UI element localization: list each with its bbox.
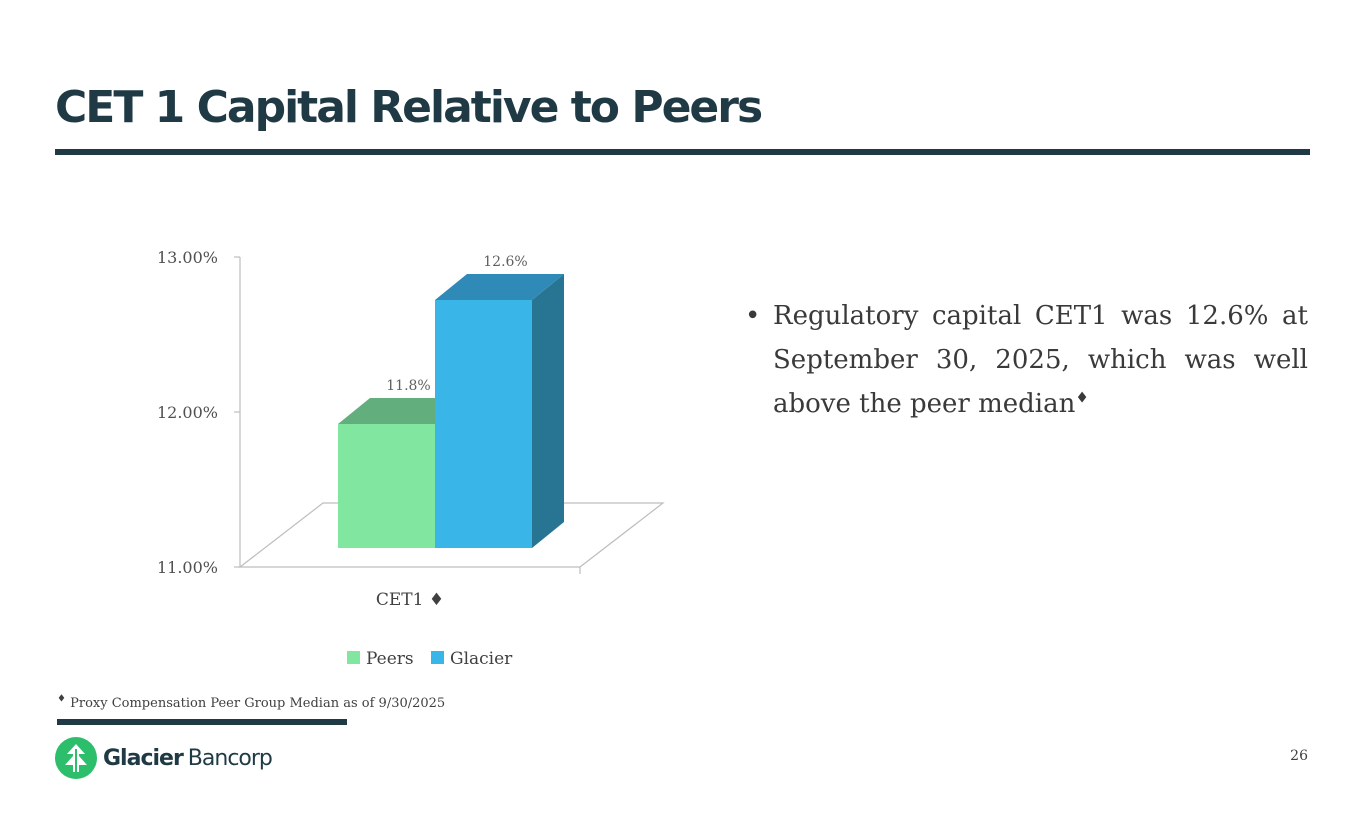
glacier-tree-icon: [55, 737, 97, 779]
y-tick-label: 11.00%: [157, 558, 218, 577]
bar-top-glacier: [435, 274, 564, 300]
data-label-glacier: 12.6%: [483, 254, 527, 270]
y-tick-label: 12.00%: [157, 403, 218, 422]
legend-swatch-peers: [347, 651, 360, 664]
y-tick-label: 13.00%: [157, 248, 218, 267]
page-number: 26: [1290, 748, 1308, 764]
title-divider: [55, 149, 1310, 155]
bar-top-peers: [338, 398, 467, 424]
legend-label-glacier: Glacier: [450, 649, 513, 669]
company-logo: Glacier Bancorp: [55, 737, 273, 779]
footnote-text: Proxy Compensation Peer Group Median as …: [70, 696, 446, 711]
logo-word-glacier: Glacier: [103, 745, 184, 771]
bullet-point: • Regulatory capital CET1 was 12.6% at S…: [745, 294, 1308, 426]
logo-word-bancorp: Bancorp: [187, 745, 273, 771]
cet1-bar-chart: 11.00% 12.00% 13.00% 11.8% 12.6% CET1 ♦ Peers G…: [157, 248, 665, 669]
x-category-label: CET1 ♦: [376, 590, 444, 610]
bullet-dot-icon: •: [745, 301, 761, 331]
footnote-divider: [57, 719, 347, 725]
data-label-peers: 11.8%: [386, 378, 430, 394]
page-title: CET 1 Capital Relative to Peers: [55, 82, 763, 133]
bar-side-glacier: [532, 274, 564, 548]
bar-glacier: [435, 300, 532, 548]
chart-floor: [238, 502, 665, 568]
legend-label-peers: Peers: [366, 649, 414, 669]
footnote: ♦ Proxy Compensation Peer Group Median a…: [57, 693, 446, 711]
bullet-diamond-icon: ♦: [1075, 388, 1089, 407]
footnote-diamond-icon: ♦: [57, 693, 66, 705]
legend-swatch-glacier: [431, 651, 444, 664]
bar-peers: [338, 424, 435, 548]
bullet-text: Regulatory capital CET1 was 12.6% at Sep…: [773, 301, 1308, 419]
